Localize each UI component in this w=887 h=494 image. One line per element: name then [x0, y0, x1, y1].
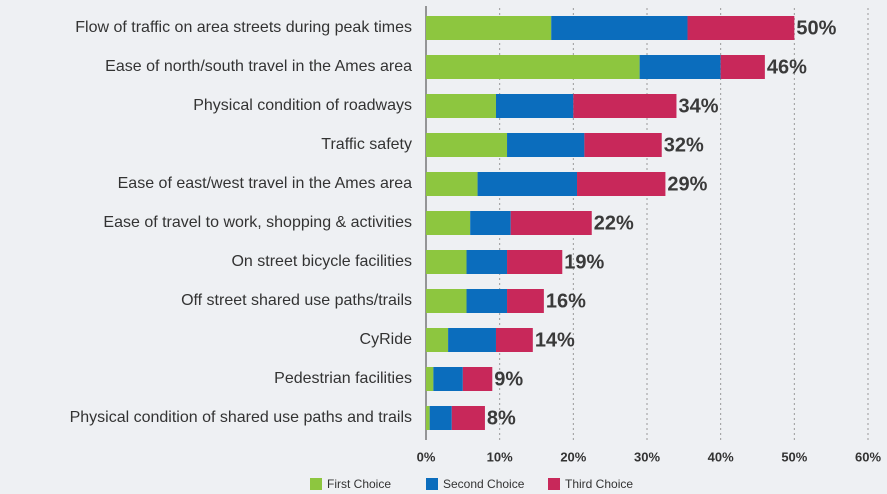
x-tick-label: 0%: [417, 449, 436, 464]
legend-label: Third Choice: [565, 477, 633, 491]
legend-label: Second Choice: [443, 477, 525, 491]
bar-segment: [426, 55, 640, 79]
bar-segment: [470, 211, 511, 235]
bar-segment: [720, 55, 765, 79]
total-label: 50%: [796, 17, 836, 39]
category-label: Ease of east/west travel in the Ames are…: [118, 175, 412, 192]
bar-segment: [426, 289, 467, 313]
legend-label: First Choice: [327, 477, 391, 491]
bar-segment: [462, 367, 493, 391]
x-tick-label: 60%: [855, 449, 881, 464]
category-label: Ease of north/south travel in the Ames a…: [105, 58, 412, 75]
bar-segment: [429, 406, 452, 430]
category-label: Physical condition of roadways: [193, 97, 412, 114]
bar-segment: [495, 94, 574, 118]
bar-segment: [510, 211, 592, 235]
total-label: 19%: [564, 251, 604, 273]
bar-segment: [507, 133, 585, 157]
bar-segment: [477, 172, 578, 196]
x-tick-label: 40%: [708, 449, 734, 464]
bar-segment: [466, 250, 508, 274]
bar-segment: [466, 289, 508, 313]
bar-segment: [426, 250, 467, 274]
category-label: Traffic safety: [321, 136, 412, 153]
category-label: CyRide: [360, 331, 413, 348]
legend-swatch: [548, 478, 560, 490]
bar-segment: [448, 328, 496, 352]
bar-segment: [426, 328, 449, 352]
bar-segment: [451, 406, 485, 430]
bar-segment: [426, 133, 508, 157]
category-label: Pedestrian facilities: [274, 370, 412, 387]
total-label: 34%: [678, 95, 718, 117]
category-label: Physical condition of shared use paths a…: [70, 409, 412, 426]
bar-segment: [426, 406, 430, 430]
bar-segment: [433, 367, 463, 391]
total-label: 8%: [487, 407, 516, 429]
bar-segment: [426, 94, 496, 118]
total-label: 16%: [546, 290, 586, 312]
bar-segment: [687, 16, 795, 40]
bar-segment: [577, 172, 666, 196]
bar-segment: [426, 367, 434, 391]
total-label: 22%: [594, 212, 634, 234]
legend-swatch: [310, 478, 322, 490]
category-label: Flow of traffic on area streets during p…: [75, 19, 412, 36]
category-label: On street bicycle facilities: [231, 253, 412, 270]
bar-segment: [573, 94, 677, 118]
bar-segment: [426, 16, 552, 40]
x-tick-label: 30%: [634, 449, 660, 464]
bar-segment: [495, 328, 533, 352]
total-label: 29%: [667, 173, 707, 195]
total-label: 32%: [664, 134, 704, 156]
bar-segment: [507, 289, 544, 313]
bar-segment: [426, 211, 471, 235]
total-label: 46%: [767, 56, 807, 78]
bar-segment: [426, 172, 478, 196]
category-label: Off street shared use paths/trails: [181, 292, 412, 309]
bar-segment: [639, 55, 721, 79]
x-tick-label: 20%: [560, 449, 586, 464]
total-label: 14%: [535, 329, 575, 351]
total-label: 9%: [494, 368, 523, 390]
category-label: Ease of travel to work, shopping & activ…: [103, 214, 412, 231]
legend-swatch: [426, 478, 438, 490]
bar-segment: [507, 250, 563, 274]
x-tick-label: 10%: [487, 449, 513, 464]
bar-segment: [551, 16, 688, 40]
x-tick-label: 50%: [781, 449, 807, 464]
bar-segment: [584, 133, 662, 157]
